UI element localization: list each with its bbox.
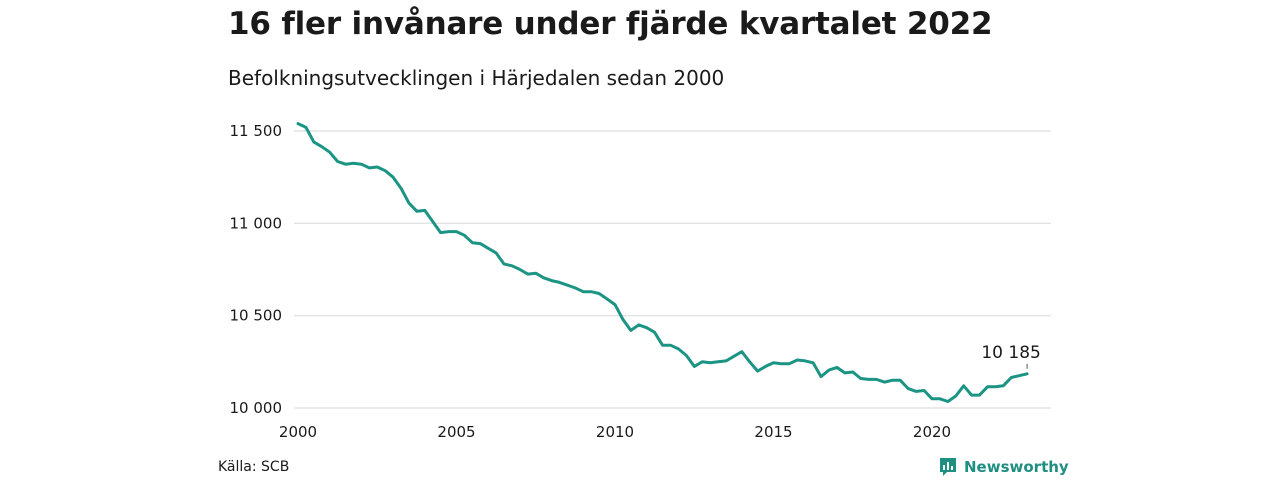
x-axis: 2000 2005 2010 2015 2020 bbox=[279, 423, 951, 441]
y-tick-label: 11 000 bbox=[230, 214, 283, 232]
annotation-group: 10 185 bbox=[981, 343, 1041, 369]
brand[interactable]: Newsworthy bbox=[938, 456, 1069, 478]
x-tick-label: 2010 bbox=[596, 423, 634, 441]
x-tick-label: 2005 bbox=[437, 423, 475, 441]
series-line bbox=[296, 122, 1029, 403]
source-note: Källa: SCB bbox=[218, 459, 290, 475]
y-tick-label: 10 000 bbox=[230, 399, 283, 417]
annotation-label: 10 185 bbox=[981, 343, 1040, 363]
series-group bbox=[296, 122, 1029, 403]
brand-name: Newsworthy bbox=[964, 458, 1069, 476]
y-tick-label: 11 500 bbox=[230, 122, 283, 140]
newsworthy-logo-icon bbox=[940, 458, 956, 476]
y-tick-label: 10 500 bbox=[230, 307, 283, 325]
gridlines bbox=[294, 130, 1051, 409]
x-tick-label: 2015 bbox=[754, 423, 792, 441]
x-tick-label: 2020 bbox=[913, 423, 951, 441]
x-tick-label: 2000 bbox=[279, 423, 317, 441]
chart-subtitle: Befolkningsutvecklingen i Härjedalen sed… bbox=[228, 66, 725, 90]
chart-title: 16 fler invånare under fjärde kvartalet … bbox=[228, 6, 993, 42]
y-axis: 10 000 10 500 11 000 11 500 bbox=[230, 122, 283, 417]
